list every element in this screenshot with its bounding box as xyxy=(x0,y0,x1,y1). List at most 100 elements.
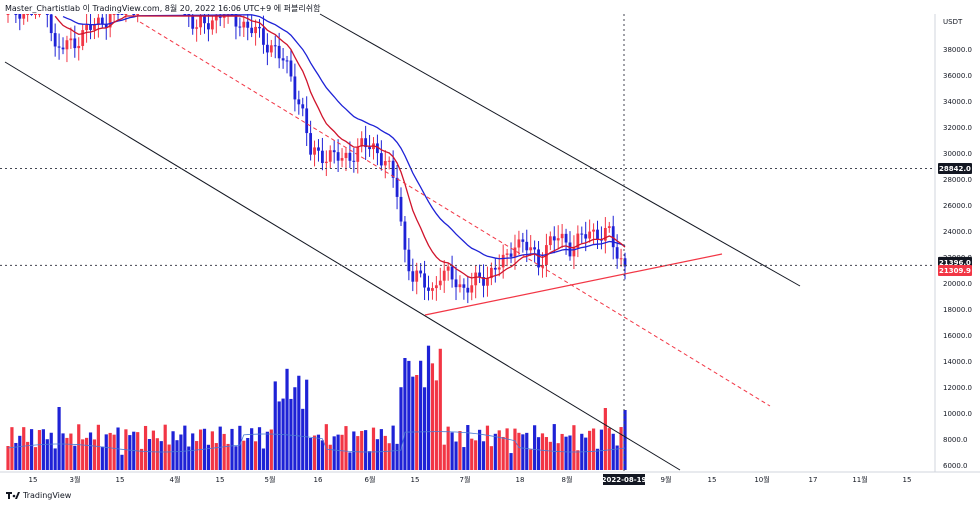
price-tick-label: 26000.0 xyxy=(943,202,972,210)
crosshair-date-badge xyxy=(603,474,645,485)
volume-bar xyxy=(548,441,552,470)
candle-body xyxy=(619,258,623,260)
candle-body xyxy=(403,221,407,250)
moving-averages xyxy=(54,14,626,280)
volume-bar xyxy=(171,431,175,470)
candle-body xyxy=(454,279,458,288)
candle-body xyxy=(210,20,214,30)
volume-bar xyxy=(49,432,53,470)
volume-bar xyxy=(493,433,497,470)
time-tick-label: 11월 xyxy=(852,475,867,484)
candle-body xyxy=(517,239,521,248)
volume-bar xyxy=(607,428,611,470)
chart-caption: Master_Chartistlab 이 TradingView.com, 8월… xyxy=(5,4,321,13)
volume-bar xyxy=(595,448,600,470)
volume-bar xyxy=(206,444,211,470)
volume-bar xyxy=(140,448,144,470)
volume-bar xyxy=(379,429,383,470)
volume-bar xyxy=(615,445,619,470)
volume-bar xyxy=(540,433,545,470)
volume-bar xyxy=(163,424,167,470)
volume-bar xyxy=(293,387,297,470)
candle-body xyxy=(293,76,297,100)
volume-bar xyxy=(572,425,576,470)
candle-body xyxy=(22,14,26,19)
candle-body xyxy=(93,24,96,30)
volume-bar xyxy=(481,441,486,470)
candle-body xyxy=(533,247,537,250)
candle-body xyxy=(18,14,22,19)
candle-body xyxy=(242,21,246,28)
candle-body xyxy=(560,233,564,239)
volume-bar xyxy=(14,442,18,470)
time-tick-label: 10월 xyxy=(754,475,769,484)
candle-body xyxy=(281,58,285,61)
candle-body xyxy=(489,267,493,279)
time-tick-label: 2022-08-19 xyxy=(602,476,647,484)
candle-body xyxy=(391,160,395,178)
candle-body xyxy=(332,150,336,153)
candle-body xyxy=(112,14,116,15)
candle-body xyxy=(458,284,462,288)
candle-body xyxy=(289,60,293,77)
candle-body xyxy=(273,45,277,47)
volume-bar xyxy=(336,434,340,470)
candle-body xyxy=(470,285,474,293)
price-tick-label: 12000.0 xyxy=(943,384,972,392)
volume-bar xyxy=(564,436,568,470)
volume-bar xyxy=(340,434,344,470)
candle-body xyxy=(509,253,513,257)
volume-bar xyxy=(332,436,336,470)
candle-body xyxy=(407,249,411,272)
candle-body xyxy=(14,14,18,15)
candle-body xyxy=(474,272,478,286)
volume-bar xyxy=(305,379,309,470)
price-badge-label: 21309.9 xyxy=(939,267,971,275)
candle-body xyxy=(321,150,324,164)
candle-body xyxy=(446,266,450,271)
candle-body xyxy=(352,160,356,162)
candle-body xyxy=(34,14,37,15)
volume-bar xyxy=(309,438,313,470)
candle-body xyxy=(588,231,592,239)
candle-body xyxy=(195,27,199,29)
volume-bar xyxy=(61,433,65,470)
volume-bar xyxy=(422,387,427,470)
volume-bar xyxy=(485,425,490,470)
volume-bar xyxy=(411,376,415,470)
candle-body xyxy=(313,147,316,155)
price-tick-label: 36000.0 xyxy=(943,72,972,80)
candle-body xyxy=(250,27,254,34)
volume-bar xyxy=(367,451,372,470)
candle-body xyxy=(183,14,187,15)
candle-body xyxy=(6,14,10,15)
volume-bar xyxy=(269,429,273,470)
candle-body xyxy=(615,247,619,259)
time-axis: 15 3월 15 4월 15 5월 16 6월 15 7월 18 8월 2022-08-19 9월 15 10… xyxy=(29,474,911,485)
candles xyxy=(6,14,627,304)
volume-bar xyxy=(277,401,281,470)
candle-body xyxy=(442,270,446,281)
time-tick-label: 15 xyxy=(216,476,225,484)
candle-body xyxy=(104,23,108,28)
volume-bar xyxy=(458,431,462,470)
candle-body xyxy=(434,285,438,289)
candle-body xyxy=(521,239,525,242)
time-tick-label: 8월 xyxy=(562,475,573,484)
time-tick-label: 4월 xyxy=(170,475,181,484)
candle-body xyxy=(328,150,332,162)
volume-bar xyxy=(568,435,572,470)
time-tick-label: 6월 xyxy=(365,475,376,484)
volume-bar xyxy=(474,440,478,470)
volume-bar xyxy=(387,443,391,470)
candle-body xyxy=(525,241,529,251)
volume-bar xyxy=(320,440,324,470)
candle-body xyxy=(38,14,41,15)
volume-bar xyxy=(120,454,124,470)
candle-body xyxy=(486,278,489,286)
candle-body xyxy=(324,161,328,164)
candle-body xyxy=(596,229,599,240)
candle-body xyxy=(191,15,195,29)
candle-body xyxy=(254,26,257,34)
